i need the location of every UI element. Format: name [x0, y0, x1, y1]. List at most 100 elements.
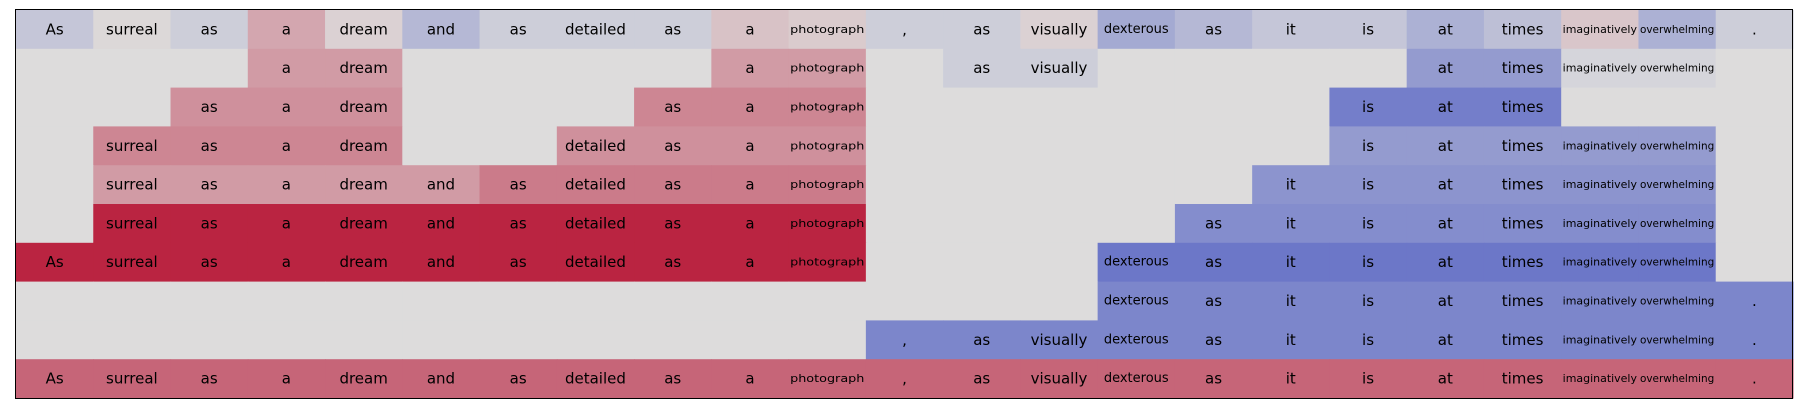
heatmap-cell: [93, 281, 172, 321]
heatmap-cell: [556, 87, 635, 127]
token-label: as: [664, 253, 681, 271]
token-label: detailed: [565, 137, 626, 155]
token-label: dream: [339, 176, 387, 194]
heatmap-cell: [247, 126, 326, 166]
token-label: overwhelming: [1640, 178, 1714, 191]
token-label: photograph: [790, 256, 864, 269]
heatmap-cell: [325, 126, 403, 166]
heatmap-cell: [93, 10, 172, 50]
heatmap-cell: [711, 242, 790, 283]
token-label: is: [1362, 98, 1374, 116]
heatmap-cell: [1561, 320, 1640, 360]
token-label: a: [282, 370, 291, 388]
token-label: as: [664, 137, 681, 155]
token-label: photograph: [790, 217, 864, 230]
heatmap-cell: [788, 126, 867, 166]
token-label: ,: [902, 331, 907, 349]
token-label: as: [201, 176, 218, 194]
heatmap-cell: [865, 320, 944, 360]
heatmap-cell: [1252, 242, 1331, 283]
heatmap-cell: [93, 165, 172, 205]
heatmap-cell: [325, 87, 403, 127]
heatmap-cell: [711, 359, 790, 399]
token-label: a: [282, 20, 291, 38]
heatmap-cell: [170, 242, 249, 283]
heatmap-cell: [1406, 165, 1485, 205]
heatmap-cell: [1252, 48, 1331, 89]
token-label: imaginatively: [1563, 333, 1638, 346]
heatmap-cell: [1252, 281, 1331, 321]
heatmap-cell: [1483, 10, 1562, 50]
heatmap-cell: [402, 126, 481, 166]
heatmap-cell: [16, 10, 94, 50]
heatmap-cell: [1020, 320, 1099, 360]
token-label: ,: [902, 370, 907, 388]
heatmap-cell: [556, 10, 635, 50]
token-label: it: [1286, 214, 1296, 232]
heatmap-cell: [1483, 359, 1562, 399]
token-label: as: [201, 253, 218, 271]
heatmap-cell: [788, 281, 867, 321]
heatmap-cell: [479, 165, 558, 205]
heatmap-cell: [1329, 320, 1408, 360]
token-label: as: [201, 20, 218, 38]
token-label: visually: [1031, 370, 1088, 388]
token-label: a: [745, 137, 754, 155]
token-label: visually: [1031, 59, 1088, 77]
token-label: times: [1502, 331, 1544, 349]
heatmap-cell: [1406, 320, 1485, 360]
heatmap-cell: [943, 320, 1021, 360]
token-label: times: [1502, 20, 1544, 38]
heatmap-cell: [711, 281, 790, 321]
heatmap-cell: [247, 165, 326, 205]
token-label: as: [510, 253, 527, 271]
heatmap-cell: [402, 359, 481, 399]
token-label: a: [282, 59, 291, 77]
heatmap-cell: [402, 320, 481, 360]
heatmap-cell: [1561, 48, 1640, 89]
heatmap-cell: [247, 320, 326, 360]
token-label: As: [46, 370, 64, 388]
token-label: dexterous: [1104, 332, 1169, 347]
heatmap-cell: [943, 242, 1021, 283]
heatmap-cell: [711, 126, 790, 166]
heatmap-cell: [865, 126, 944, 166]
token-label: As: [46, 20, 64, 38]
token-label: as: [664, 98, 681, 116]
token-label: is: [1362, 20, 1374, 38]
heatmap-cell: [170, 359, 249, 399]
token-label: dexterous: [1104, 22, 1169, 37]
heatmap-cell: [1020, 10, 1099, 50]
token-label: as: [201, 214, 218, 232]
heatmap-cell: [556, 242, 635, 283]
heatmap-cell: [1329, 126, 1408, 166]
heatmap-cell: [634, 48, 712, 89]
heatmap-cell: [1638, 242, 1717, 283]
heatmap-cell: [1406, 87, 1485, 127]
heatmap-cell: [1406, 126, 1485, 166]
heatmap-cell: [402, 87, 481, 127]
heatmap-cell: [1561, 204, 1640, 244]
token-label: as: [664, 214, 681, 232]
heatmap-cell: [1020, 165, 1099, 205]
heatmap-cell: [325, 359, 403, 399]
token-label: is: [1362, 292, 1374, 310]
heatmap-cell: [170, 320, 249, 360]
token-label: detailed: [565, 370, 626, 388]
token-label: a: [282, 253, 291, 271]
heatmap-cell: [1097, 48, 1176, 89]
heatmap-cell: [943, 359, 1021, 399]
heatmap-cell: [1406, 242, 1485, 283]
token-label: it: [1286, 331, 1296, 349]
heatmap-cell: [1020, 87, 1099, 127]
heatmap-cell: [1483, 165, 1562, 205]
heatmap-cell: [1406, 359, 1485, 399]
heatmap-cell: [93, 87, 172, 127]
heatmap-cell: [1252, 126, 1331, 166]
heatmap-cell: [1638, 359, 1717, 399]
heatmap-cell: [1097, 359, 1176, 399]
token-label: dream: [339, 214, 387, 232]
heatmap-cell: [325, 165, 403, 205]
token-label: and: [427, 370, 455, 388]
